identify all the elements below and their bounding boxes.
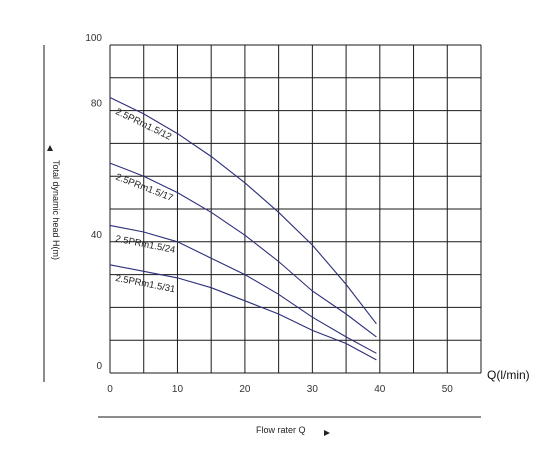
- series-label: 2.5PRm1.5/24: [114, 234, 176, 256]
- series-lines: [109, 97, 377, 361]
- y-axis-title: Total dynamic head H(m): [51, 160, 61, 260]
- x-tick-label: 10: [172, 384, 184, 395]
- y-tick-label: 100: [85, 33, 102, 44]
- x-axis-title: Flow rater Q: [256, 425, 306, 435]
- x-tick-label: 20: [239, 384, 251, 395]
- series-line: [109, 97, 377, 325]
- x-tick-labels: 0 10 20 30 40 50: [107, 384, 453, 395]
- x-tick-label: 50: [442, 384, 454, 395]
- y-tick-labels: 100 80 40 0: [85, 33, 102, 372]
- y-axis-arrow-icon: [47, 145, 53, 151]
- y-tick-label: 40: [91, 230, 103, 241]
- x-tick-label: 30: [307, 384, 319, 395]
- x-unit-label: Q(l/min): [487, 368, 530, 382]
- y-tick-label: 80: [91, 99, 103, 110]
- x-axis-arrow-icon: [324, 430, 330, 436]
- series-line: [109, 224, 377, 354]
- series-line: [109, 264, 377, 361]
- x-tick-label: 40: [374, 384, 386, 395]
- series-line: [109, 162, 377, 338]
- x-tick-label: 0: [107, 384, 113, 395]
- chart-grid: [109, 44, 482, 374]
- y-tick-label: 0: [96, 361, 102, 372]
